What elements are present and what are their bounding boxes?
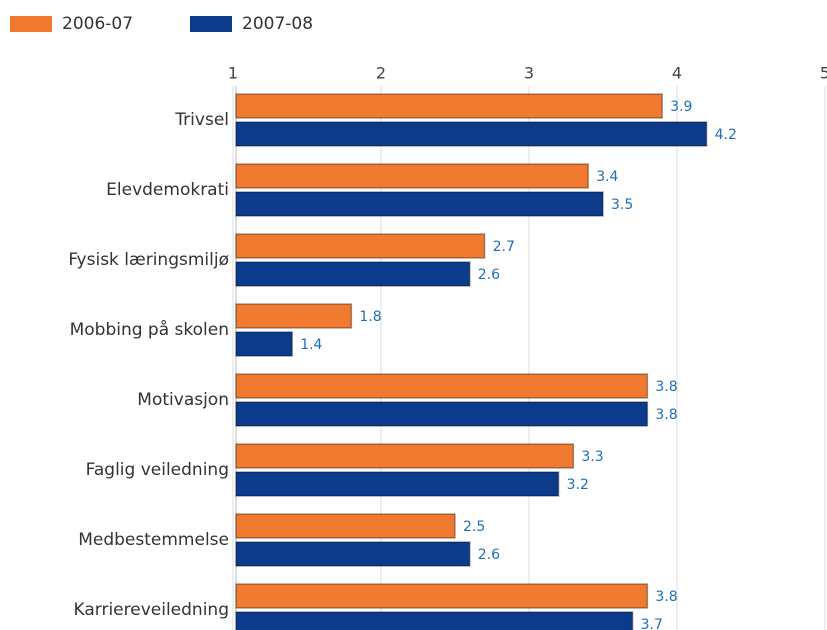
value-label: 2.7 [493,239,515,255]
y-tick-label: Medbestemmelse [78,530,229,550]
x-tick-label: 3 [524,64,534,83]
value-label: 2.6 [478,547,500,563]
bar [235,443,575,469]
y-tick-label: Trivsel [174,110,229,130]
y-tick-label: Motivasjon [137,390,229,410]
bar [235,471,560,497]
x-tick-label: 1 [228,64,238,83]
x-tick-label: 5 [820,64,827,83]
y-tick-label: Karriereveiledning [74,600,229,620]
bar [235,93,663,119]
value-label: 2.5 [463,519,485,535]
bar [235,541,471,567]
y-tick-label: Faglig veiledning [86,460,229,480]
value-label: 1.8 [359,309,381,325]
bar [235,373,649,399]
value-label: 3.2 [567,477,589,493]
legend-label: 2007-08 [242,14,313,34]
value-label: 3.9 [670,99,692,115]
y-tick-label: Mobbing på skolen [70,319,229,340]
value-label: 1.4 [300,337,322,353]
bar [235,261,471,287]
value-label: 3.8 [655,589,677,605]
value-label: 3.3 [581,449,603,465]
bar [235,331,293,357]
legend-swatch [10,16,52,32]
value-label: 3.4 [596,169,618,185]
y-tick-label: Fysisk læringsmiljø [68,250,229,270]
bar [235,583,649,609]
bar [235,513,456,539]
bar [235,611,634,630]
bar [235,233,486,259]
bar [235,191,604,217]
bar [235,401,649,427]
x-tick-label: 2 [376,64,386,83]
bar [235,121,708,147]
value-label: 3.8 [655,407,677,423]
bar [235,303,353,329]
x-tick-label: 4 [672,64,682,83]
bar [235,163,589,189]
value-label: 2.6 [478,267,500,283]
y-tick-label: Elevdemokrati [106,180,229,200]
value-label: 3.7 [641,617,663,630]
legend-swatch [190,16,232,32]
legend-label: 2006-07 [62,14,133,34]
value-label: 4.2 [715,127,737,143]
value-label: 3.8 [655,379,677,395]
value-label: 3.5 [611,197,633,213]
